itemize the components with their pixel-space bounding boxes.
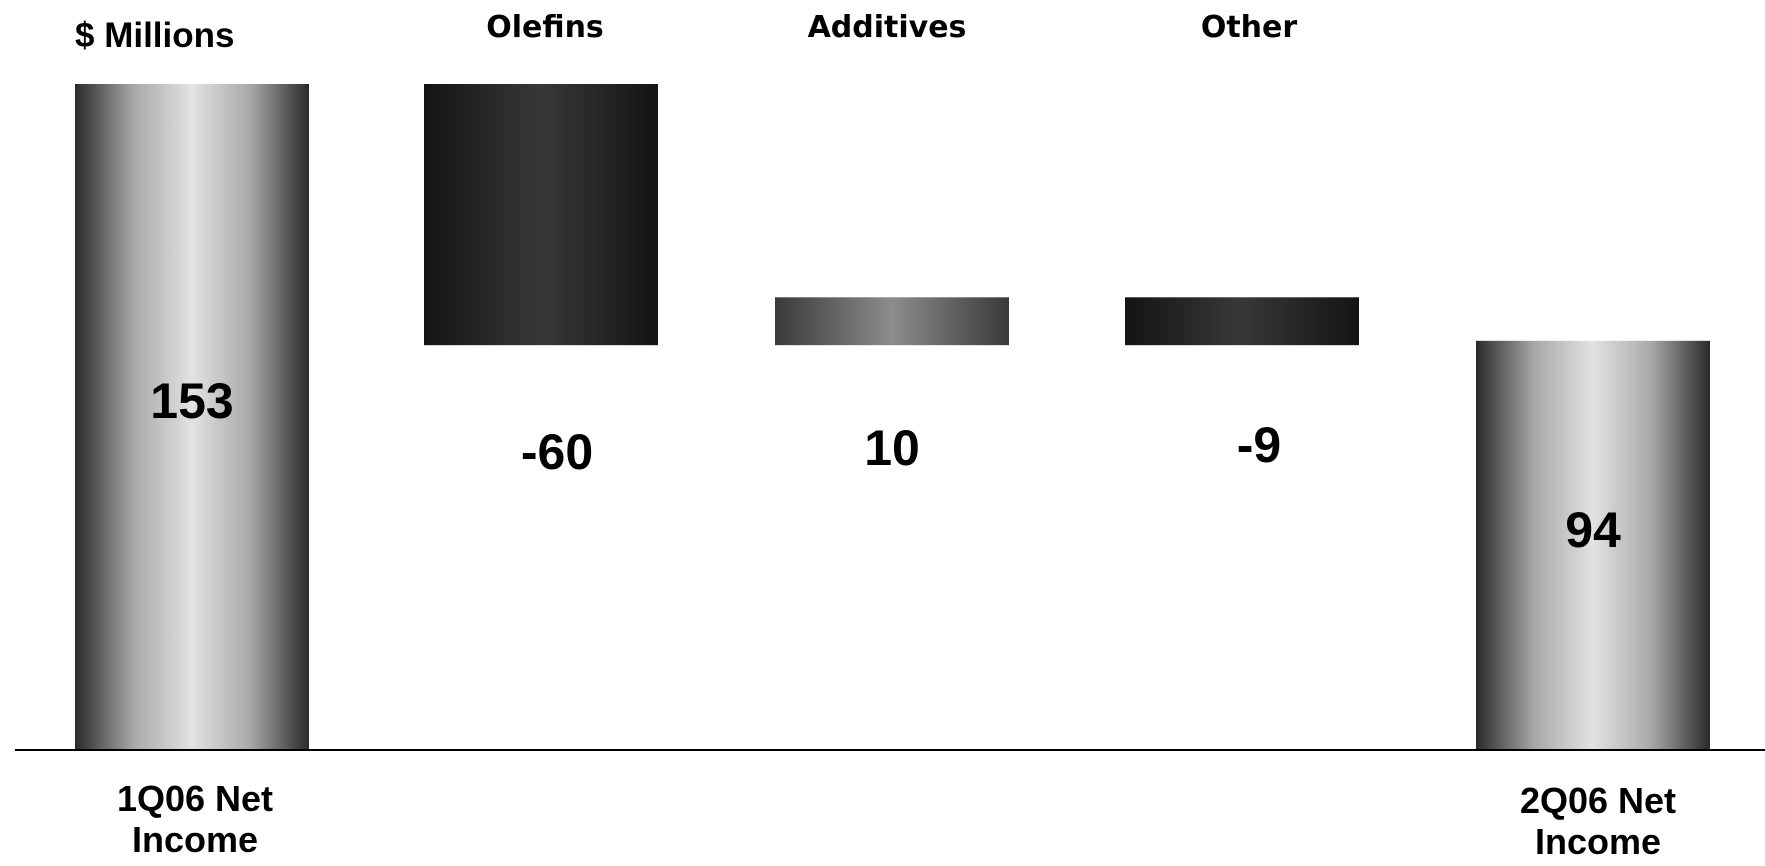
category-label-1q06-net-income: 1Q06 Net Income xyxy=(117,778,273,860)
value-label-other: -9 xyxy=(1237,417,1281,473)
category-label-2q06-net-income-line-2: Income xyxy=(1535,821,1661,862)
units-label: $ Millions xyxy=(75,16,234,55)
bar-other xyxy=(1125,297,1359,346)
category-label-olefins: Olefins xyxy=(486,10,604,45)
category-label-additives: Additives xyxy=(808,10,967,45)
value-labels-group: 153 -60 10 -9 94 xyxy=(150,373,1621,558)
category-label-2q06-net-income-line-1: 2Q06 Net xyxy=(1520,780,1676,821)
value-label-1q06: 153 xyxy=(150,373,233,429)
bar-1q06-net-income xyxy=(75,84,309,750)
value-label-additives: 10 xyxy=(864,420,920,476)
value-label-olefins: -60 xyxy=(521,424,593,480)
category-label-1q06-net-income-line-1: 1Q06 Net xyxy=(117,778,273,819)
value-label-2q06: 94 xyxy=(1565,502,1621,558)
category-label-2q06-net-income: 2Q06 Net Income xyxy=(1520,780,1676,862)
bar-additives xyxy=(775,297,1009,346)
bar-olefins xyxy=(424,84,658,346)
category-label-other: Other xyxy=(1201,10,1298,45)
bars-group xyxy=(75,84,1710,750)
category-label-1q06-net-income-line-2: Income xyxy=(132,819,258,860)
bar-2q06-net-income xyxy=(1476,340,1710,750)
